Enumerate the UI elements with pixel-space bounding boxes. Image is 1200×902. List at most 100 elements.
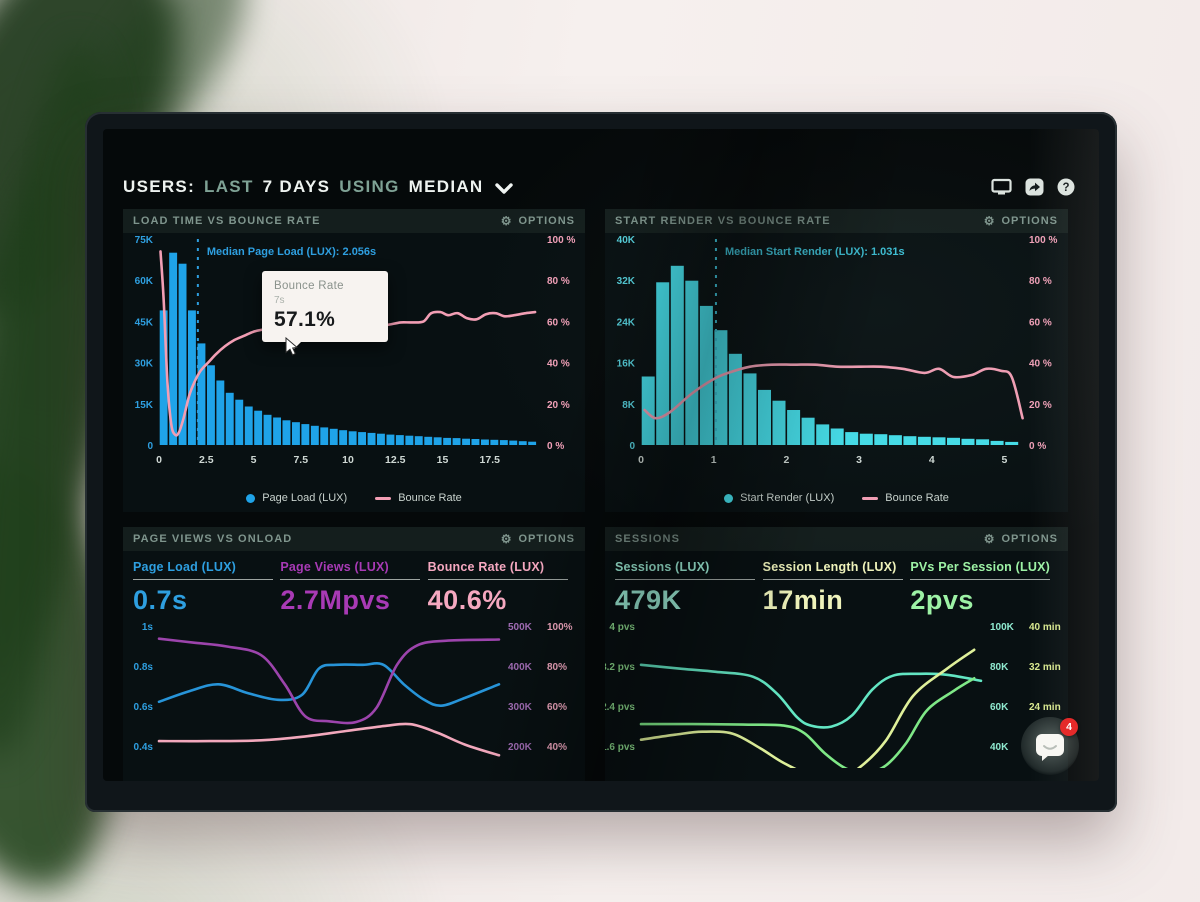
svg-text:10: 10	[342, 454, 354, 466]
metric-session-length: Session Length (LUX) 17min	[762, 560, 909, 616]
svg-text:0: 0	[147, 441, 153, 452]
svg-text:60 %: 60 %	[1029, 317, 1052, 328]
display-icon[interactable]	[991, 178, 1012, 196]
svg-text:2.5: 2.5	[199, 454, 214, 466]
svg-text:5: 5	[1002, 454, 1008, 466]
gear-icon: ⚙	[983, 532, 996, 546]
svg-text:?: ?	[1062, 182, 1069, 194]
panel-title: START RENDER VS BOUNCE RATE	[615, 215, 831, 227]
svg-text:7.5: 7.5	[293, 454, 308, 466]
svg-text:400K: 400K	[508, 662, 533, 673]
svg-text:40K: 40K	[617, 235, 636, 246]
metric-sessions: Sessions (LUX) 479K	[615, 560, 761, 616]
legend-bounce-rate: Bounce Rate	[375, 492, 462, 504]
svg-text:12.5: 12.5	[385, 454, 406, 466]
chevron-down-icon	[494, 182, 513, 194]
title-last: LAST	[204, 177, 254, 196]
toolbar-icons: ?	[991, 178, 1075, 196]
help-icon[interactable]: ?	[1057, 178, 1075, 196]
tooltip-title: Bounce Rate	[274, 280, 344, 292]
legend-bounce-rate: Bounce Rate	[862, 492, 949, 504]
panel-start-render-vs-bounce-rate: START RENDER VS BOUNCE RATE ⚙ OPTIONS Me…	[605, 209, 1068, 512]
metric-underline	[762, 579, 903, 580]
page-views-line-chart[interactable]: 1s 0.8s 0.6s 0.4s 500K 400K 300K 200K 100% 80% 60%…	[123, 616, 585, 770]
svg-text:60K: 60K	[990, 702, 1009, 713]
dashboard-title-dropdown[interactable]: USERS: LAST 7 DAYS USING MEDIAN	[123, 177, 513, 197]
start-render-legend-dot	[724, 493, 734, 503]
legend-page-load: Page Load (LUX)	[246, 492, 347, 504]
title-users: USERS:	[123, 177, 196, 196]
svg-text:40%: 40%	[547, 742, 567, 753]
chat-widget-button[interactable]: 4	[1021, 717, 1079, 775]
svg-text:300K: 300K	[508, 702, 533, 713]
svg-text:0 %: 0 %	[547, 441, 564, 452]
options-button[interactable]: ⚙ OPTIONS	[500, 532, 575, 546]
svg-text:80%: 80%	[547, 662, 567, 673]
svg-text:40K: 40K	[990, 742, 1009, 753]
svg-text:2: 2	[783, 454, 789, 466]
bounce-rate-tooltip: Bounce Rate 7s 57.1%	[262, 271, 388, 349]
metric-underline	[615, 579, 755, 580]
svg-text:80 %: 80 %	[1029, 276, 1052, 287]
svg-text:30K: 30K	[135, 359, 154, 370]
svg-text:2.4 pvs: 2.4 pvs	[605, 702, 635, 713]
panel-header: PAGE VIEWS VS ONLOAD ⚙ OPTIONS	[123, 527, 585, 551]
svg-text:80K: 80K	[990, 662, 1009, 673]
panel-header: LOAD TIME VS BOUNCE RATE ⚙ OPTIONS	[123, 209, 585, 233]
options-button[interactable]: ⚙ OPTIONS	[983, 214, 1058, 228]
panel-page-views-vs-onload: PAGE VIEWS VS ONLOAD ⚙ OPTIONS Page Load…	[123, 527, 585, 781]
svg-text:45K: 45K	[135, 317, 154, 328]
svg-text:Median Start Render (LUX): 1.0: Median Start Render (LUX): 1.031s	[725, 246, 905, 258]
start-render-histogram-chart[interactable]: Median Start Render (LUX): 1.031s 40K 32K 2…	[605, 233, 1068, 486]
svg-text:1s: 1s	[142, 622, 154, 633]
share-icon[interactable]	[1025, 178, 1044, 196]
metric-bounce-rate: Bounce Rate (LUX) 40.6%	[427, 560, 573, 616]
gear-icon: ⚙	[500, 214, 513, 228]
svg-text:3: 3	[856, 454, 862, 466]
svg-text:24 min: 24 min	[1029, 702, 1061, 713]
chart-legend: Page Load (LUX) Bounce Rate	[123, 486, 585, 510]
svg-text:1.6 pvs: 1.6 pvs	[605, 742, 635, 753]
options-button[interactable]: ⚙ OPTIONS	[983, 532, 1058, 546]
metric-pvs-per-session: PVs Per Session (LUX) 2pvs	[910, 560, 1051, 615]
dashboard-screen: USERS: LAST 7 DAYS USING MEDIAN	[103, 129, 1099, 781]
mouse-cursor-icon	[285, 337, 298, 356]
tooltip-subtitle: 7s	[274, 295, 285, 306]
svg-text:200K: 200K	[508, 742, 533, 753]
legend-start-render: Start Render (LUX)	[724, 492, 834, 504]
chat-bubble-icon	[1036, 733, 1064, 761]
svg-text:0: 0	[638, 454, 644, 466]
svg-text:4: 4	[929, 454, 935, 466]
svg-text:40 %: 40 %	[547, 359, 570, 370]
svg-text:80 %: 80 %	[547, 276, 570, 287]
svg-text:24K: 24K	[617, 317, 636, 328]
svg-text:60%: 60%	[547, 702, 567, 713]
chart-legend: Start Render (LUX) Bounce Rate	[605, 486, 1068, 510]
panel-load-time-vs-bounce-rate: LOAD TIME VS BOUNCE RATE ⚙ OPTIONS Media…	[123, 209, 585, 512]
svg-text:75K: 75K	[135, 235, 154, 246]
dashboard-header: USERS: LAST 7 DAYS USING MEDIAN	[123, 171, 1075, 203]
metric-page-load: Page Load (LUX) 0.7s	[133, 560, 278, 616]
svg-text:100 %: 100 %	[1029, 235, 1057, 246]
svg-text:5: 5	[251, 454, 257, 466]
svg-text:15K: 15K	[135, 400, 154, 411]
tooltip-value: 57.1%	[274, 308, 336, 331]
panel-header: START RENDER VS BOUNCE RATE ⚙ OPTIONS	[605, 209, 1068, 233]
svg-text:0.8s: 0.8s	[134, 662, 154, 673]
bounce-rate-legend-line	[375, 496, 392, 500]
svg-text:40 %: 40 %	[1029, 359, 1052, 370]
svg-text:100%: 100%	[547, 622, 573, 633]
sessions-line-chart[interactable]: 4 pvs 3.2 pvs 2.4 pvs 1.6 pvs 100K 80K 60K 40K 4…	[605, 616, 1068, 770]
svg-text:20 %: 20 %	[1029, 400, 1052, 411]
metrics-row: Sessions (LUX) 479K Session Length (LUX)…	[605, 551, 1068, 616]
svg-text:32K: 32K	[617, 276, 636, 287]
load-time-histogram-chart[interactable]: Median Page Load (LUX): 2.056s 75K 60K 45K 3…	[123, 233, 585, 486]
title-median: MEDIAN	[408, 177, 484, 196]
panel-sessions: SESSIONS ⚙ OPTIONS Sessions (LUX) 479K S…	[605, 527, 1068, 781]
panel-title: SESSIONS	[615, 533, 681, 545]
laptop: USERS: LAST 7 DAYS USING MEDIAN	[85, 112, 1117, 812]
svg-text:4 pvs: 4 pvs	[609, 622, 635, 633]
options-button[interactable]: ⚙ OPTIONS	[500, 214, 575, 228]
metric-underline	[427, 579, 568, 580]
